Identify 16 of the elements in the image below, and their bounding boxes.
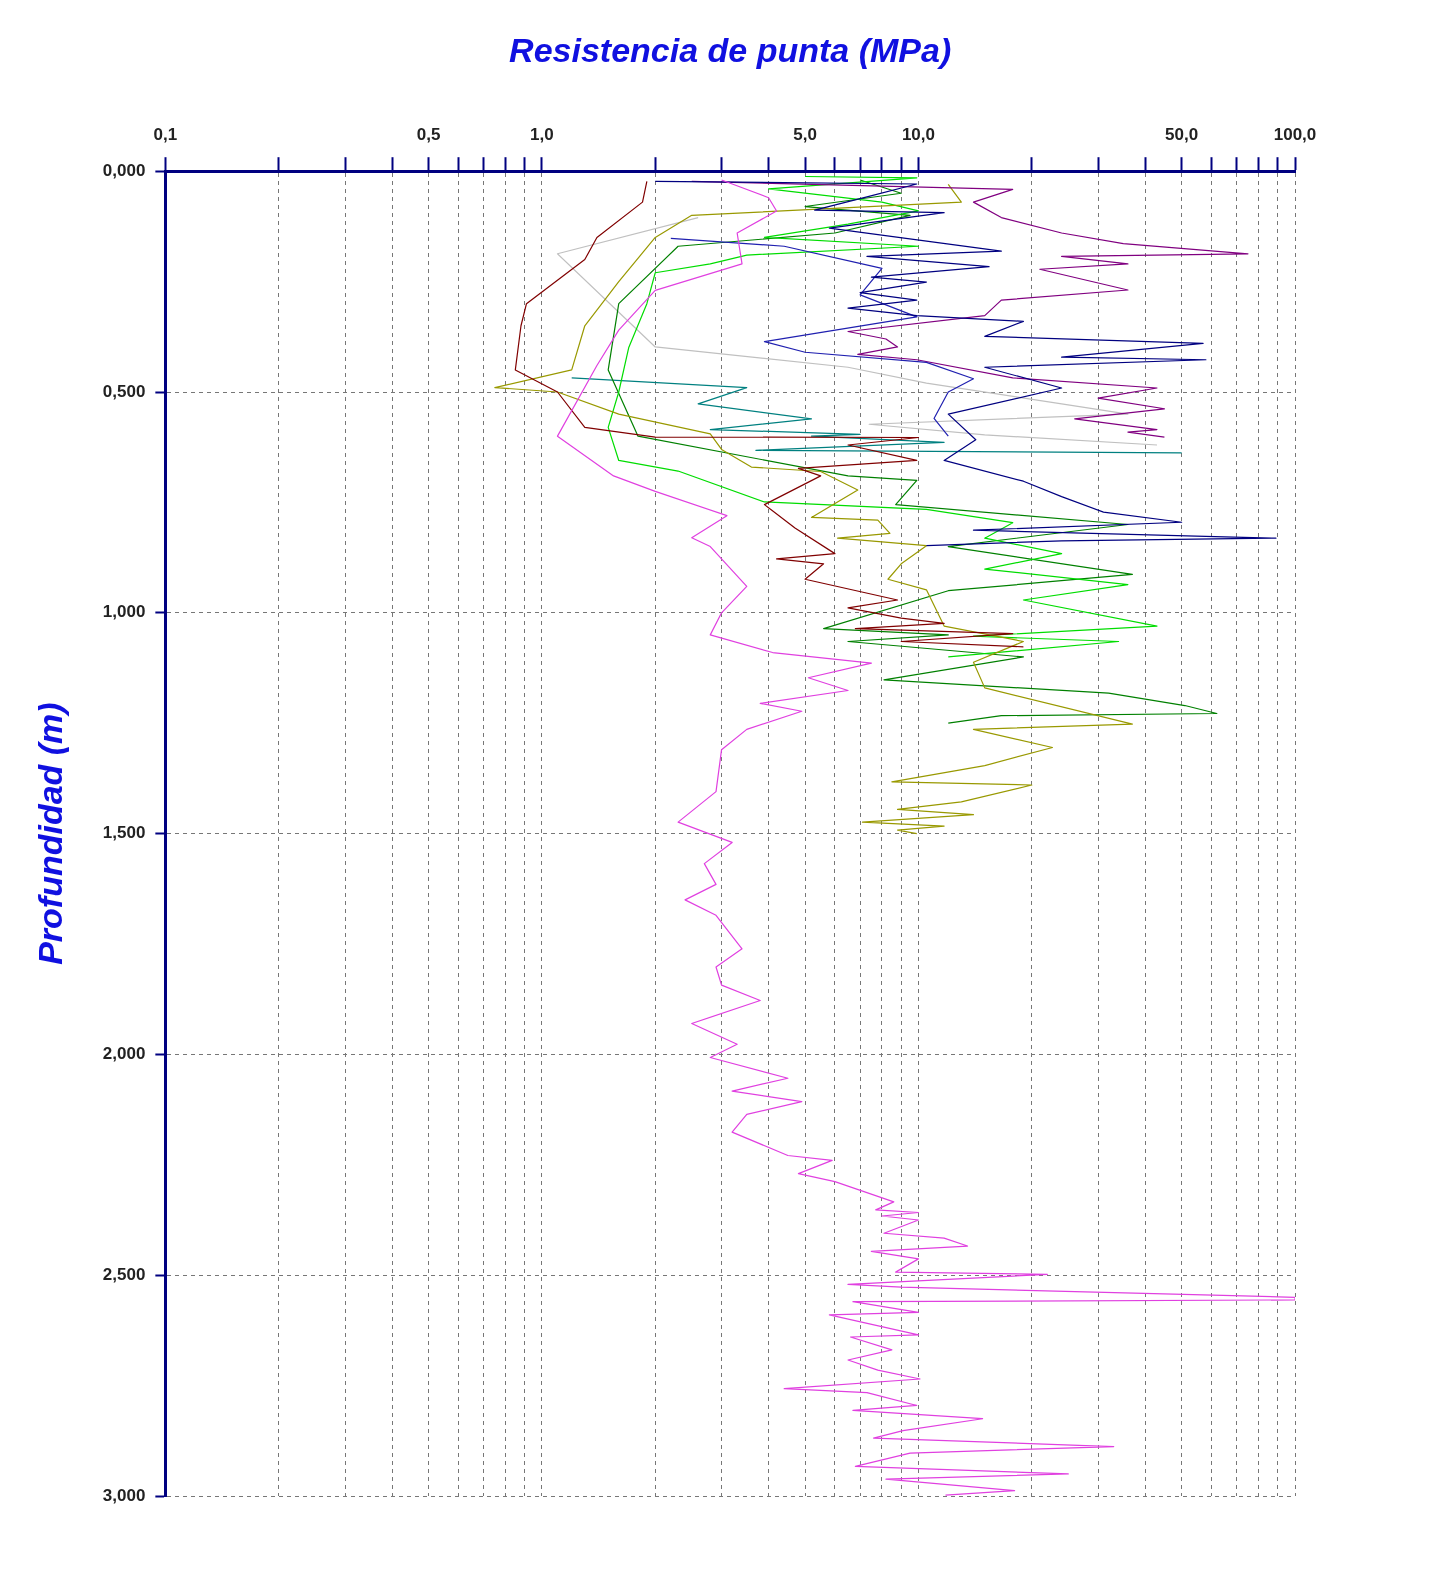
y-tick-label: 0,500 [102, 381, 146, 401]
y-tick-label: 1,000 [102, 602, 146, 622]
x-tick-label: 100,0 [1273, 124, 1317, 144]
y-tick-label: 0,000 [102, 160, 146, 180]
x-tick-label: 1,0 [530, 124, 554, 144]
y-tick-label: 2,000 [102, 1044, 146, 1064]
y-tick-label: 3,000 [102, 1485, 146, 1505]
x-tick-label: 0,1 [153, 124, 178, 144]
x-tick-label: 50,0 [1165, 124, 1199, 144]
x-axis-title: Resistencia de punta (MPa) [509, 30, 952, 69]
y-axis-title: Profundidad (m) [30, 702, 69, 965]
y-tick-label: 1,500 [102, 823, 146, 843]
x-tick-label: 0,5 [416, 124, 441, 144]
x-tick-label: 5,0 [793, 124, 817, 144]
y-tick-label: 2,500 [102, 1264, 146, 1284]
x-tick-label: 10,0 [901, 124, 935, 144]
